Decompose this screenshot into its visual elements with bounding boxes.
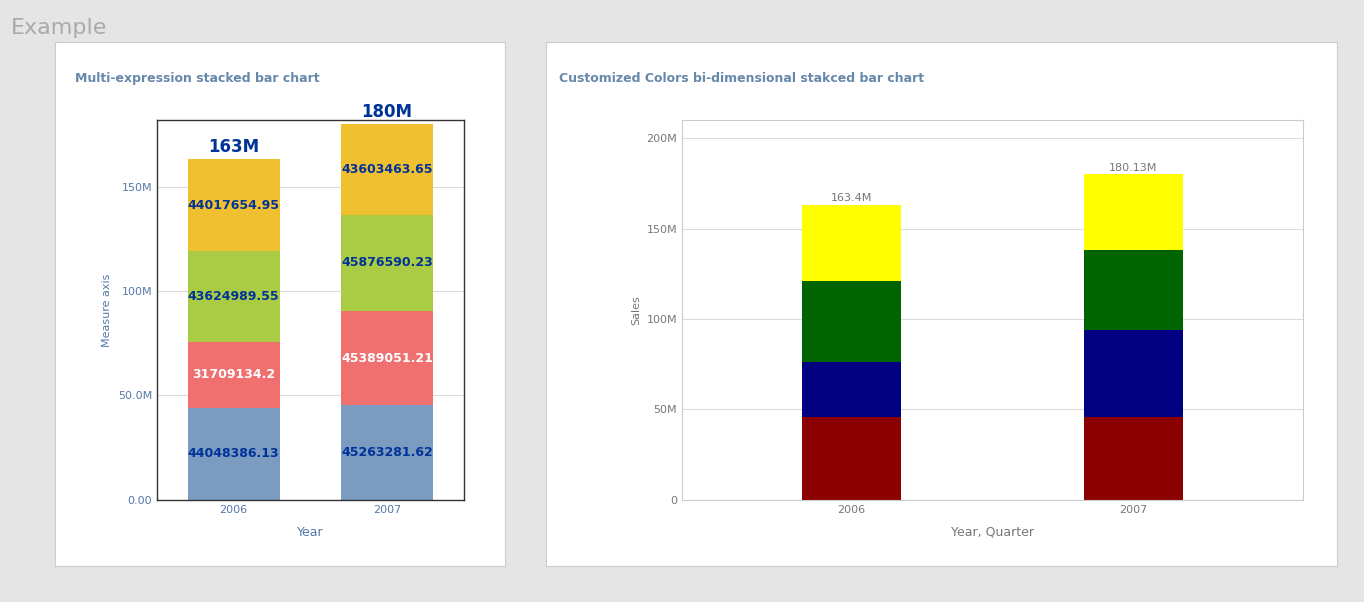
Text: 45263281.62: 45263281.62 xyxy=(341,446,432,459)
Y-axis label: Sales: Sales xyxy=(630,295,641,325)
Text: 43624989.55: 43624989.55 xyxy=(188,290,280,303)
Bar xyxy=(1084,250,1183,330)
Bar xyxy=(802,205,900,281)
Bar xyxy=(341,124,434,215)
Bar xyxy=(341,311,434,405)
Bar xyxy=(1084,330,1183,417)
Bar xyxy=(802,417,900,500)
Bar xyxy=(188,408,280,500)
Bar xyxy=(1084,175,1183,250)
Text: 163.4M: 163.4M xyxy=(831,193,872,203)
Text: Example: Example xyxy=(11,18,108,38)
Bar xyxy=(341,405,434,500)
Text: 180M: 180M xyxy=(361,103,412,121)
Bar xyxy=(341,215,434,311)
Text: 45389051.21: 45389051.21 xyxy=(341,352,432,365)
Bar xyxy=(802,362,900,417)
Text: 43603463.65: 43603463.65 xyxy=(341,163,432,176)
Text: 31709134.2: 31709134.2 xyxy=(192,368,276,381)
Bar xyxy=(188,251,280,342)
Text: 44048386.13: 44048386.13 xyxy=(188,447,280,461)
Bar xyxy=(188,159,280,251)
Y-axis label: Measure axis: Measure axis xyxy=(102,273,112,347)
Text: 45876590.23: 45876590.23 xyxy=(341,256,432,270)
Bar xyxy=(188,342,280,408)
Bar xyxy=(1084,417,1183,500)
Text: 180.13M: 180.13M xyxy=(1109,163,1158,173)
Text: Customized Colors bi-dimensional stakced bar chart: Customized Colors bi-dimensional stakced… xyxy=(559,72,925,85)
Text: 44017654.95: 44017654.95 xyxy=(188,199,280,211)
X-axis label: Year, Quarter: Year, Quarter xyxy=(951,526,1034,539)
X-axis label: Year: Year xyxy=(297,526,323,539)
Text: 163M: 163M xyxy=(209,138,259,156)
Bar xyxy=(802,281,900,362)
Text: Multi-expression stacked bar chart: Multi-expression stacked bar chart xyxy=(75,72,319,85)
